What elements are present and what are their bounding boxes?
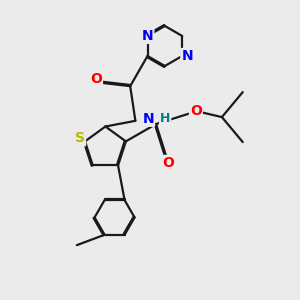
Text: N: N bbox=[142, 112, 154, 126]
Text: O: O bbox=[163, 156, 174, 170]
Text: O: O bbox=[190, 104, 202, 118]
Text: H: H bbox=[160, 112, 170, 125]
Text: O: O bbox=[90, 72, 102, 86]
Text: N: N bbox=[181, 49, 193, 63]
Text: S: S bbox=[75, 131, 85, 146]
Text: N: N bbox=[142, 29, 153, 43]
